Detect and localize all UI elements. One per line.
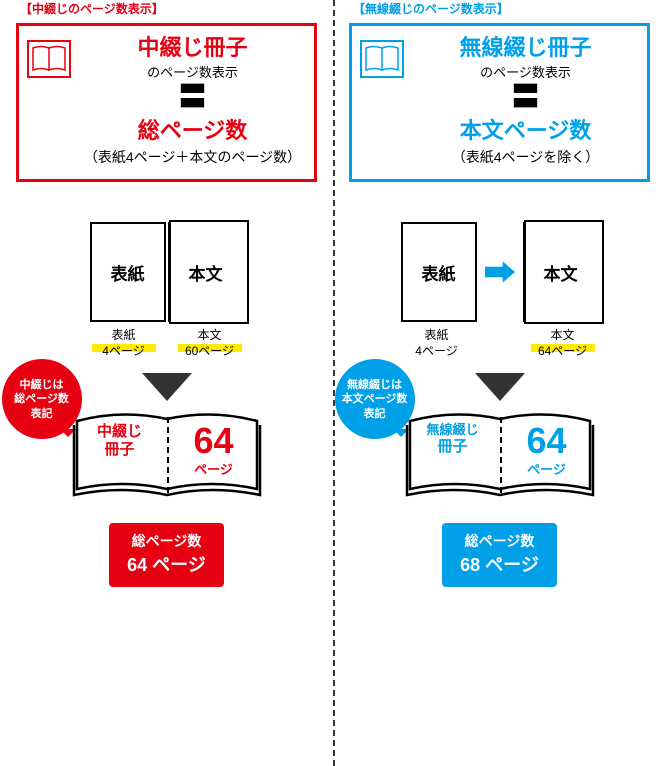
right-box: 無線綴じ冊子 のページ数表示 〓 本文ページ数 （表紙4ページを除く） bbox=[349, 23, 650, 182]
left-open-book: 中綴じは 総ページ数 表記 中綴じ 冊子 64 ページ bbox=[62, 409, 272, 509]
left-header: 【中綴じのページ数表示】 bbox=[20, 0, 164, 17]
right-cover-cap: 表紙4ページ bbox=[399, 328, 475, 359]
left-pages-row: 表紙 本文 bbox=[90, 222, 244, 322]
center-divider bbox=[333, 0, 335, 766]
left-total-badge: 総ページ数 64 ページ bbox=[109, 523, 224, 587]
open-book-left-label: 中綴じ 冊子 bbox=[78, 423, 162, 458]
dashed-divider bbox=[167, 417, 169, 493]
right-result-main: 本文ページ数 bbox=[412, 113, 639, 145]
left-body-block: 本文 bbox=[168, 222, 244, 322]
right-caption-row: 表紙4ページ 本文64ページ bbox=[399, 328, 601, 359]
right-body-block: 本文 bbox=[523, 222, 599, 322]
arrow-right-icon bbox=[485, 262, 515, 282]
open-book-right-label: 64 ページ bbox=[172, 423, 256, 479]
right-cover-block: 表紙 bbox=[401, 222, 477, 322]
right-column: 【無線綴じのページ数表示】 無線綴じ冊子 のページ数表示 〓 本文ページ数 （表… bbox=[333, 0, 666, 766]
right-open-book: 無線綴じは 本文ページ数 表記 無線綴じ 冊子 64 ページ bbox=[395, 409, 605, 509]
open-book-left-label: 無線綴じ 冊子 bbox=[411, 423, 495, 455]
left-result-main: 総ページ数 bbox=[79, 113, 306, 145]
left-cover-block: 表紙 bbox=[90, 222, 166, 322]
book-icon bbox=[360, 40, 404, 78]
down-arrow-icon bbox=[142, 373, 192, 401]
open-book-right-label: 64 ページ bbox=[505, 423, 589, 479]
right-bubble: 無線綴じは 本文ページ数 表記 bbox=[335, 359, 415, 439]
equals-icon: 〓 bbox=[412, 83, 639, 111]
left-body-cap: 本文60ページ bbox=[172, 328, 248, 359]
down-arrow-icon bbox=[475, 373, 525, 401]
book-icon bbox=[27, 40, 71, 78]
infographic: 【中綴じのページ数表示】 中綴じ冊子 のページ数表示 〓 総ページ数 （表紙4ペ… bbox=[0, 0, 666, 766]
left-result-sub: （表紙4ページ＋本文のページ数） bbox=[79, 147, 306, 167]
left-bubble: 中綴じは 総ページ数 表記 bbox=[2, 359, 82, 439]
equals-icon: 〓 bbox=[79, 83, 306, 111]
left-box-content: 中綴じ冊子 のページ数表示 〓 総ページ数 （表紙4ページ＋本文のページ数） bbox=[79, 36, 306, 167]
right-pages-row: 表紙 本文 bbox=[401, 222, 599, 322]
left-cover-cap: 表紙4ページ bbox=[86, 328, 162, 359]
left-title-main: 中綴じ冊子 bbox=[79, 36, 306, 60]
right-box-content: 無線綴じ冊子 のページ数表示 〓 本文ページ数 （表紙4ページを除く） bbox=[412, 36, 639, 167]
left-box: 中綴じ冊子 のページ数表示 〓 総ページ数 （表紙4ページ＋本文のページ数） bbox=[16, 23, 317, 182]
right-title-main: 無線綴じ冊子 bbox=[412, 36, 639, 60]
left-title-sub: のページ数表示 bbox=[79, 62, 306, 81]
right-header: 【無線綴じのページ数表示】 bbox=[353, 0, 509, 17]
right-result-sub: （表紙4ページを除く） bbox=[412, 147, 639, 167]
right-body-cap: 本文64ページ bbox=[525, 328, 601, 359]
right-title-sub: のページ数表示 bbox=[412, 62, 639, 81]
left-caption-row: 表紙4ページ 本文60ページ bbox=[86, 328, 248, 359]
right-total-badge: 総ページ数 68 ページ bbox=[442, 523, 557, 587]
left-column: 【中綴じのページ数表示】 中綴じ冊子 のページ数表示 〓 総ページ数 （表紙4ペ… bbox=[0, 0, 333, 766]
dashed-divider bbox=[500, 417, 502, 493]
